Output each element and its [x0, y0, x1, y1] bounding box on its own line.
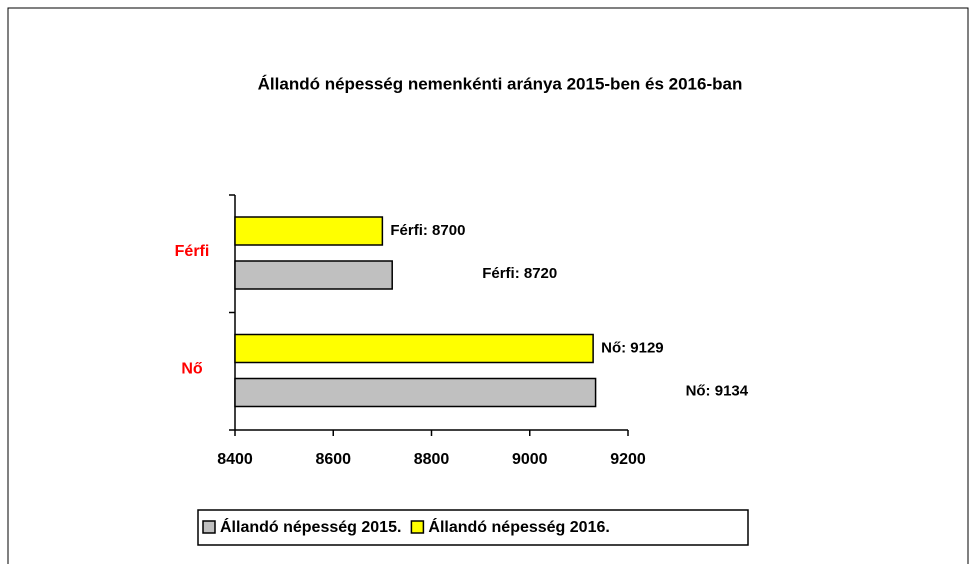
category-label: Férfi — [175, 243, 210, 260]
value-label: Nő: 9134 — [686, 382, 749, 399]
bar — [234, 216, 384, 246]
bar — [234, 377, 597, 408]
legend-box — [197, 509, 749, 546]
value-label: Férfi: 8720 — [482, 265, 557, 282]
chart-frame — [7, 7, 969, 564]
value-label: Férfi: 8700 — [390, 222, 465, 239]
legend-label: Állandó népesség 2016. — [428, 517, 609, 536]
x-tick-label: 8600 — [315, 451, 351, 468]
x-tick-label: 9200 — [610, 451, 646, 468]
value-label: Nő: 9129 — [601, 339, 664, 356]
x-tick-label: 9000 — [512, 451, 548, 468]
legend-swatch — [202, 520, 216, 534]
legend-swatch — [410, 520, 425, 534]
x-tick-label: 8800 — [414, 451, 450, 468]
chart-title: Állandó népesség nemenkénti aránya 2015-… — [258, 74, 743, 93]
bar — [234, 260, 393, 290]
legend-label: Állandó népesség 2015. — [220, 517, 401, 536]
x-tick-label: 8400 — [217, 451, 253, 468]
category-label: Nő — [181, 360, 203, 377]
bar — [234, 333, 594, 364]
